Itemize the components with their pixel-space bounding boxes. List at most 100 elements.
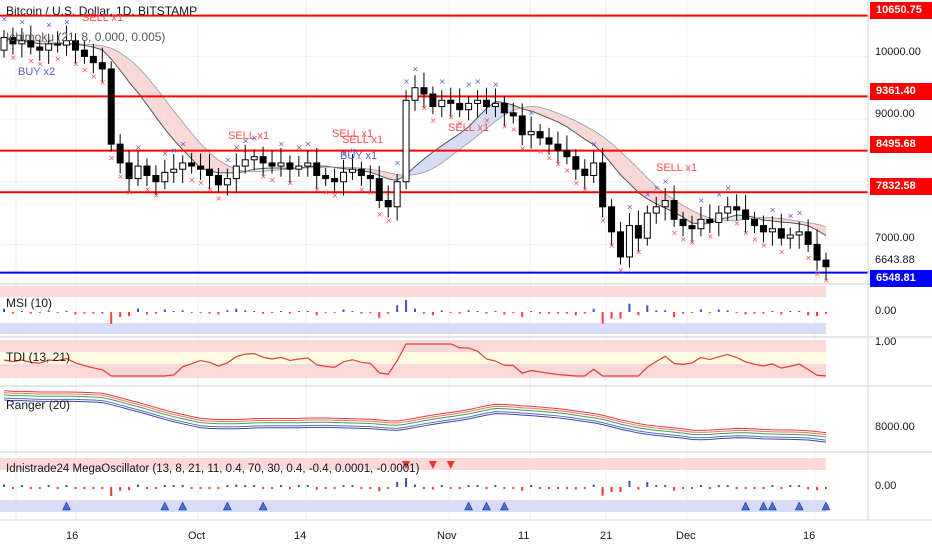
mega-bar	[369, 487, 372, 489]
tdi-line	[3, 343, 827, 377]
mega-bar	[11, 487, 14, 489]
candle-body	[715, 212, 723, 223]
x-tick-label: Dec	[676, 530, 696, 542]
mega-bar	[324, 487, 327, 489]
signal-x-marker: ×	[215, 194, 222, 203]
candle-body	[643, 212, 651, 239]
msi-bar	[3, 308, 5, 312]
mega-bar	[556, 487, 559, 489]
candle-body	[188, 162, 196, 167]
msi-bar	[762, 312, 765, 314]
mega-bar	[262, 487, 265, 489]
mega-bar	[101, 487, 104, 489]
grid	[0, 0, 868, 520]
candle-body	[491, 102, 499, 108]
mega-bar	[360, 487, 363, 489]
signal-x-marker: ×	[242, 137, 249, 146]
candle-body	[27, 40, 35, 48]
msi-bar	[190, 312, 193, 313]
signal-x-marker: ×	[483, 116, 490, 125]
candle-body	[536, 131, 544, 139]
price-tick-label: 7000.00	[875, 232, 915, 244]
signal-x-marker: ×	[537, 147, 544, 156]
mega-bar	[610, 487, 613, 492]
msi-bar	[47, 310, 50, 312]
msi-bar	[574, 312, 577, 316]
signal-x-marker: ×	[385, 216, 392, 225]
mega-bar	[753, 487, 756, 489]
msi-bar	[181, 310, 184, 312]
buy-triangle	[767, 501, 777, 511]
msi-bar	[655, 310, 658, 312]
mega-bar	[56, 487, 59, 489]
msi-bar	[172, 311, 175, 312]
mega-bar	[405, 478, 408, 487]
msi-bar	[458, 312, 461, 314]
signal-x-marker: ×	[609, 241, 616, 250]
msi-bar	[682, 312, 685, 314]
msi-bar	[422, 312, 425, 314]
signal-markers: ×××× ××××××××××××××× ××× ×××××× ×× ×××× ×× × ×× ×…	[1, 14, 830, 285]
msi-bar	[699, 309, 702, 312]
signal-x-marker: ×	[769, 205, 776, 214]
candle-body	[36, 46, 44, 51]
msi-bar	[539, 312, 542, 314]
candle-body	[554, 143, 562, 151]
signal-x-marker: ×	[99, 78, 106, 87]
megaoscillator-label: Idnistrade24 MegaOscillator (13, 8, 21, …	[6, 463, 420, 475]
candle-body	[625, 225, 633, 258]
mega-bar	[387, 487, 390, 489]
mega-bar	[512, 487, 515, 489]
cloud-segment	[486, 101, 496, 129]
signal-label: BUY x2	[18, 66, 56, 78]
msi-bar	[262, 312, 265, 314]
signal-label: SELL x1	[342, 134, 384, 146]
signal-x-marker: ×	[778, 247, 785, 256]
candle-body	[465, 102, 473, 111]
candle-body	[250, 156, 258, 161]
candle-body	[206, 168, 213, 176]
mega-bar	[47, 485, 50, 487]
msi-bar	[556, 312, 559, 314]
mega-bar	[315, 487, 318, 490]
msi-bar	[378, 312, 381, 318]
signal-x-marker: ×	[564, 166, 571, 175]
signal-x-marker: ×	[260, 172, 267, 181]
candle-body	[286, 162, 294, 170]
msi-bar	[119, 312, 122, 317]
mega-bar	[646, 482, 649, 487]
mega-bar	[664, 485, 667, 487]
ranger-label: Ranger (20)	[6, 398, 71, 412]
candle-body	[143, 165, 151, 176]
cloud-segment	[120, 52, 130, 83]
buy-triangle	[821, 501, 831, 511]
mega-bar	[601, 487, 604, 496]
buy-triangle	[178, 501, 188, 511]
msi-bar	[288, 312, 291, 314]
mega-bar	[279, 485, 282, 487]
msi-bar	[512, 312, 515, 313]
mega-bar	[396, 482, 399, 487]
msi-bar	[708, 312, 711, 313]
signal-x-marker: ×	[689, 238, 696, 247]
signal-label: BUY x1	[340, 150, 378, 162]
mega-bar	[199, 487, 202, 489]
msi-bar	[789, 311, 792, 312]
signal-x-marker: ×	[305, 140, 312, 149]
cloud-segment	[566, 116, 576, 134]
signal-x-marker: ×	[814, 269, 821, 278]
mega-bar	[297, 485, 300, 487]
msi-bar	[83, 312, 86, 314]
msi-bar	[145, 312, 148, 315]
level-tag: 8495.68	[870, 136, 932, 153]
candle-body	[804, 231, 812, 245]
candle-body	[241, 159, 249, 167]
candle-body	[581, 168, 589, 176]
candle-body	[697, 218, 705, 230]
cloud-segment	[218, 160, 228, 173]
mega-upper-band	[0, 458, 826, 470]
x-tick-label: 16	[66, 530, 79, 542]
mega-bar	[172, 485, 175, 487]
candlestick-series	[0, 25, 830, 281]
